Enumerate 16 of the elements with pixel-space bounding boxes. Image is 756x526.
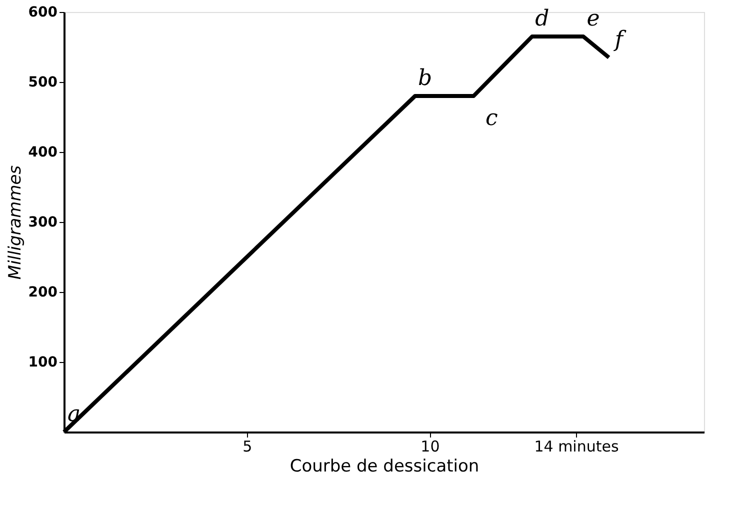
y-tick-label: 200 <box>28 284 58 300</box>
x-tick-label: 5 <box>242 438 252 456</box>
y-tick-label: 100 <box>28 354 58 370</box>
x-tick-label: 14 minutes <box>534 438 619 456</box>
y-tick-label: 500 <box>28 74 58 90</box>
y-axis-title: Milligrammes <box>5 165 26 280</box>
x-axis-title: Courbe de dessication <box>290 456 480 476</box>
y-tick-label: 300 <box>28 214 58 230</box>
annotation: e <box>586 6 600 32</box>
annotation: d <box>535 6 550 32</box>
x-tick-label: 10 <box>420 438 440 456</box>
y-tick-label: 600 <box>28 4 58 20</box>
y-tick-label: 400 <box>28 144 58 160</box>
annotation: b <box>418 66 432 91</box>
annotation: f <box>612 28 627 52</box>
annotation: c <box>485 106 498 131</box>
